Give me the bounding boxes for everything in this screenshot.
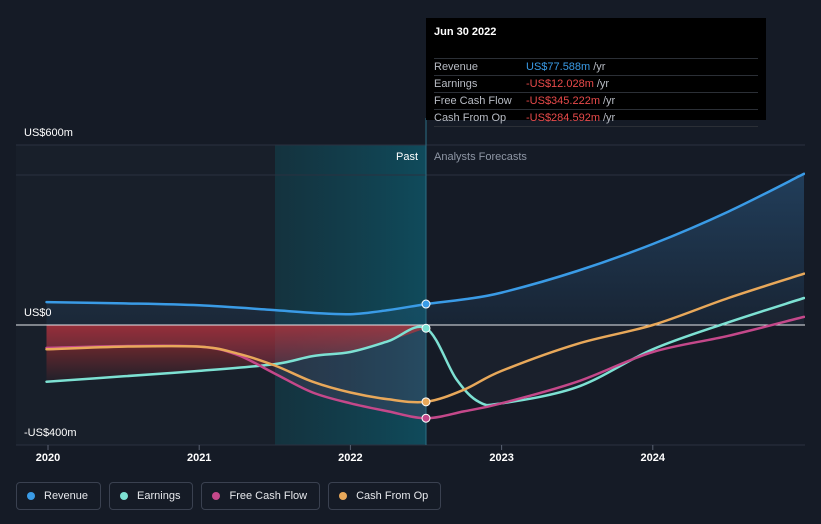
tooltip-row-earnings: Earnings -US$12.028m/yr — [434, 75, 758, 93]
tooltip-row-free-cash-flow: Free Cash Flow -US$345.222m/yr — [434, 92, 758, 110]
x-tick-label: 2023 — [489, 452, 513, 464]
tooltip-row-cash-from-op: Cash From Op -US$284.592m/yr — [434, 109, 758, 127]
x-tick-label: 2021 — [187, 452, 211, 464]
financial-chart: Past Analysts Forecasts US$600m US$0 -US… — [16, 118, 805, 464]
tooltip-label: Revenue — [434, 61, 479, 73]
x-tick-label: 2022 — [338, 452, 362, 464]
revenue-area — [46, 173, 804, 325]
legend-dot-icon — [339, 492, 348, 500]
past-label: Past — [396, 151, 418, 163]
tooltip-value: -US$345.222m — [526, 95, 600, 107]
tooltip-value: -US$284.592m — [526, 112, 600, 124]
free-cash-flow-area — [46, 325, 426, 419]
legend-item-free-cash-flow[interactable]: Free Cash Flow — [201, 482, 321, 510]
cash-from-op-line — [45, 272, 805, 404]
legend-dot-icon — [27, 492, 35, 500]
revenue-line — [45, 172, 805, 316]
tooltip-unit: /yr — [603, 95, 616, 107]
tooltip-label: Earnings — [434, 78, 478, 90]
tooltip-value: US$77.588m — [526, 61, 591, 73]
earnings-marker — [421, 323, 431, 333]
free-cash-flow-marker — [421, 413, 431, 423]
y-tick-label: US$600m — [24, 127, 73, 139]
legend-label: Free Cash Flow — [229, 490, 308, 502]
y-tick-label: US$0 — [24, 307, 52, 319]
tooltip-label: Cash From Op — [434, 112, 507, 124]
y-tick-label: -US$400m — [24, 427, 77, 439]
legend-label: Cash From Op — [356, 490, 429, 502]
legend-item-cash-from-op[interactable]: Cash From Op — [328, 482, 442, 510]
tooltip-value: -US$12.028m — [526, 78, 594, 90]
legend-item-revenue[interactable]: Revenue — [16, 482, 102, 510]
x-tick-label: 2024 — [641, 452, 666, 464]
tooltip: Jun 30 2022 Revenue US$77.588m/yr Earnin… — [426, 18, 766, 127]
forecast-area — [426, 298, 804, 406]
revenue-marker — [421, 299, 431, 309]
legend-item-earnings[interactable]: Earnings — [109, 482, 194, 510]
legend-label: Earnings — [137, 490, 181, 502]
legend-label: Revenue — [44, 490, 89, 502]
x-tick-label: 2020 — [36, 452, 60, 464]
cash-from-op-marker — [421, 397, 431, 407]
chart-legend: Revenue Earnings Free Cash Flow Cash Fro… — [16, 482, 442, 512]
tooltip-row-revenue: Revenue US$77.588m/yr — [434, 58, 758, 76]
tooltip-unit: /yr — [593, 61, 606, 73]
tooltip-unit: /yr — [603, 112, 616, 124]
legend-dot-icon — [212, 492, 221, 500]
legend-dot-icon — [120, 492, 129, 500]
tooltip-date: Jun 30 2022 — [434, 26, 497, 38]
tooltip-unit: /yr — [596, 78, 610, 90]
forecast-label: Analysts Forecasts — [434, 151, 527, 163]
tooltip-label: Free Cash Flow — [434, 95, 512, 107]
highlight-band — [275, 145, 426, 445]
